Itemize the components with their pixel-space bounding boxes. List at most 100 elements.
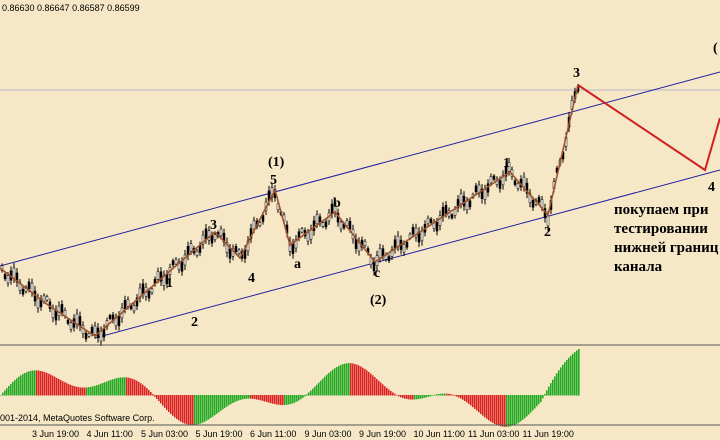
candle-body — [288, 241, 292, 252]
histogram-bar — [378, 380, 380, 396]
histogram-bar — [432, 395, 434, 396]
histogram-bar — [374, 377, 376, 396]
histogram-bar — [394, 393, 396, 396]
histogram-bar — [456, 395, 458, 397]
histogram-bar — [84, 387, 86, 396]
histogram-bar — [236, 395, 238, 402]
histogram-bar — [202, 395, 204, 423]
candle-body — [261, 214, 265, 222]
histogram-bar — [562, 364, 564, 396]
histogram-bar — [300, 395, 302, 400]
histogram-bar — [368, 371, 370, 396]
histogram-bar — [566, 359, 568, 396]
wave-label: 1 — [503, 156, 510, 171]
histogram-bar — [88, 387, 90, 396]
histogram-bar — [310, 390, 312, 396]
histogram-bar — [78, 387, 80, 396]
histogram-bar — [336, 366, 338, 396]
histogram-bar — [470, 395, 472, 406]
candle-body — [117, 315, 121, 326]
histogram-bar — [396, 394, 398, 396]
candle-body — [531, 200, 535, 208]
histogram-bar — [538, 395, 540, 405]
histogram-bar — [40, 370, 42, 396]
histogram-bar — [314, 386, 316, 396]
candle-body — [348, 220, 352, 230]
histogram-bar — [574, 352, 576, 396]
histogram-bar — [268, 395, 270, 403]
histogram-bar — [168, 395, 170, 412]
candle-body — [324, 221, 328, 228]
histogram-bar — [74, 386, 76, 396]
histogram-bar — [208, 395, 210, 420]
histogram-bar — [480, 395, 482, 414]
histogram-bar — [426, 395, 428, 398]
histogram-bar — [444, 393, 446, 396]
candle-body — [507, 162, 511, 172]
histogram-bar — [76, 386, 78, 396]
candle-body — [180, 261, 184, 272]
histogram-bar — [462, 395, 464, 400]
price-candles — [0, 84, 580, 346]
histogram-bar — [96, 385, 98, 396]
candle-body — [93, 325, 97, 335]
histogram-bar — [352, 363, 354, 396]
histogram-bar — [550, 383, 552, 396]
histogram-bar — [536, 395, 538, 407]
histogram-bar — [226, 395, 228, 407]
histogram-bar — [24, 372, 26, 396]
wave-label: 4 — [248, 271, 255, 286]
candle-body — [345, 220, 349, 226]
histogram-bar — [486, 395, 488, 419]
histogram-bar — [178, 395, 180, 421]
histogram-bar — [350, 363, 352, 396]
histogram-bar — [160, 395, 162, 404]
histogram-bar — [58, 378, 60, 396]
wave-line — [0, 84, 579, 338]
candle-body — [315, 214, 319, 224]
candle-body — [66, 319, 70, 324]
histogram-bar — [556, 373, 558, 396]
histogram-bar — [166, 395, 168, 410]
wave-label: a — [294, 257, 301, 272]
histogram-bar — [484, 395, 486, 418]
candle-body — [339, 221, 343, 230]
wave-label: (2) — [370, 293, 387, 308]
histogram-bar — [246, 395, 248, 399]
histogram-bar — [478, 395, 480, 413]
histogram-bar — [370, 373, 372, 396]
candle-body — [429, 218, 433, 223]
candle-body — [438, 215, 442, 226]
candle-body — [450, 214, 454, 219]
histogram-bar — [316, 384, 318, 396]
candle-body — [84, 332, 88, 340]
histogram-bar — [122, 377, 124, 396]
histogram-bar — [546, 390, 548, 396]
channel-lower — [94, 169, 720, 339]
histogram-bar — [568, 357, 570, 396]
histogram-bar — [152, 394, 154, 396]
x-label: 9 Jun 19:00 — [359, 429, 406, 439]
histogram-bar — [204, 395, 206, 422]
histogram-bar — [442, 393, 444, 396]
histogram-bar — [448, 393, 450, 396]
histogram-bar — [364, 368, 366, 396]
histogram-bar — [232, 395, 234, 403]
histogram-bar — [264, 395, 266, 402]
histogram-bar — [492, 395, 494, 423]
candle-body — [123, 299, 127, 310]
histogram-bar — [424, 395, 426, 398]
wave-label: 1 — [166, 276, 173, 291]
candle-body — [420, 231, 424, 242]
histogram-bar — [304, 395, 306, 397]
histogram-bar — [230, 395, 232, 405]
histogram-bar — [60, 380, 62, 396]
histogram-bar — [196, 395, 198, 425]
histogram-bar — [224, 395, 226, 408]
histogram-bar — [422, 395, 424, 399]
histogram-bar — [348, 363, 350, 396]
oscillator-histogram — [0, 348, 580, 427]
histogram-bar — [112, 379, 114, 396]
histogram-bar — [542, 395, 544, 399]
candle-body — [504, 166, 508, 177]
